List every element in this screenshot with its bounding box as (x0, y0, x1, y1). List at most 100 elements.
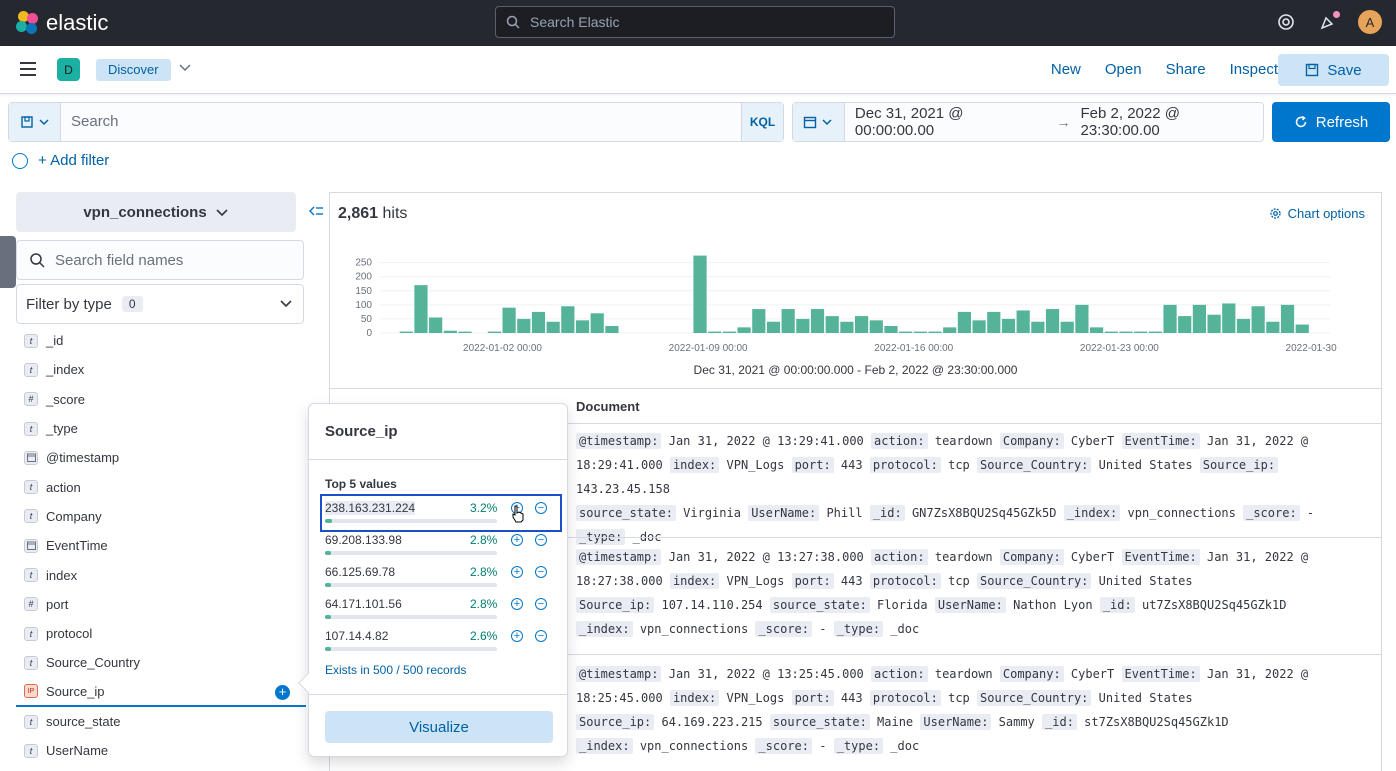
histogram-bar[interactable] (869, 320, 883, 333)
histogram-bar[interactable] (1295, 324, 1309, 333)
field-item-action[interactable]: t action (16, 472, 306, 501)
filter-by-type-button[interactable]: Filter by type 0 (16, 284, 304, 324)
histogram-bar[interactable] (1075, 304, 1089, 333)
exists-link[interactable]: Exists in 500 / 500 records (325, 663, 467, 677)
histogram-bar[interactable] (943, 327, 957, 333)
menu-toggle-icon[interactable] (20, 62, 36, 76)
histogram-bar[interactable] (855, 316, 869, 333)
histogram-bar[interactable] (1016, 310, 1030, 333)
histogram-bar[interactable] (752, 309, 766, 333)
filter-for-value-icon[interactable]: + (511, 630, 523, 642)
field-item-username[interactable]: t UserName (16, 736, 306, 765)
share-link[interactable]: Share (1165, 61, 1206, 78)
histogram-bar[interactable] (972, 320, 986, 333)
histogram-bar[interactable] (1178, 316, 1192, 333)
histogram-bar[interactable] (531, 311, 546, 333)
visualize-button[interactable]: Visualize (325, 711, 553, 743)
histogram-bar[interactable] (825, 316, 839, 333)
field-item-port[interactable]: # port (16, 590, 306, 619)
histogram-bar[interactable] (414, 285, 428, 333)
histogram-bar[interactable] (1060, 321, 1074, 333)
histogram-bar[interactable] (1163, 304, 1177, 333)
histogram-bar[interactable] (546, 321, 560, 333)
histogram-bar[interactable] (1192, 304, 1206, 333)
document-row[interactable]: @timestamp: Jan 31, 2022 @ 13:25:45.000 … (576, 662, 1376, 758)
filter-for-value-icon[interactable]: + (511, 598, 523, 610)
open-link[interactable]: Open (1104, 61, 1142, 78)
histogram-bar[interactable] (1119, 331, 1133, 333)
field-item-score[interactable]: # _score (16, 385, 306, 414)
field-search-input[interactable]: Search field names (16, 240, 304, 280)
histogram-bar[interactable] (796, 318, 810, 333)
histogram-bar[interactable] (840, 321, 854, 333)
add-filter-button[interactable]: + Add filter (38, 152, 110, 169)
histogram-bar[interactable] (1104, 331, 1118, 333)
field-item-id[interactable]: t _id (16, 326, 306, 355)
collapse-sidebar-icon[interactable] (308, 204, 324, 221)
field-item-company[interactable]: t Company (16, 502, 306, 531)
histogram-bar[interactable] (1222, 303, 1236, 333)
histogram-bar[interactable] (957, 311, 971, 333)
refresh-button[interactable]: Refresh (1272, 102, 1390, 142)
field-item-protocol[interactable]: t protocol (16, 619, 306, 648)
field-item-source-country[interactable]: t Source_Country (16, 648, 306, 677)
histogram-bar[interactable] (913, 331, 927, 333)
histogram-bar[interactable] (708, 331, 722, 333)
quick-select-button[interactable] (793, 103, 845, 141)
histogram-bar[interactable] (517, 318, 531, 333)
news-feed-icon[interactable] (1316, 10, 1340, 34)
end-date[interactable]: Feb 2, 2022 @ 23:30:00.00 (1080, 105, 1180, 139)
filter-out-value-icon[interactable]: − (535, 630, 547, 642)
histogram-bar[interactable] (1148, 331, 1162, 333)
histogram-bar[interactable] (429, 317, 443, 333)
save-button[interactable]: Save (1278, 54, 1389, 86)
saved-query-button[interactable] (9, 103, 61, 141)
filter-out-value-icon[interactable]: − (535, 534, 547, 546)
filter-for-value-icon[interactable]: + (511, 534, 523, 546)
histogram-bar[interactable] (1134, 331, 1148, 333)
chart-options-button[interactable]: Chart options (1269, 206, 1365, 221)
histogram-bar[interactable] (884, 325, 898, 333)
histogram-bar[interactable] (458, 331, 472, 333)
histogram-bar[interactable] (1001, 318, 1016, 333)
field-item-index[interactable]: t _index (16, 355, 306, 384)
add-field-icon[interactable]: + (275, 684, 290, 700)
sidebar-resize-handle[interactable] (0, 236, 16, 288)
global-search-input[interactable]: Search Elastic (495, 6, 895, 38)
histogram-bar[interactable] (781, 309, 795, 333)
histogram-bar[interactable] (1207, 314, 1221, 333)
histogram-bar[interactable] (502, 307, 516, 333)
field-item-source-state[interactable]: t source_state (16, 707, 306, 736)
histogram-bar[interactable] (487, 331, 501, 333)
filter-options-icon[interactable] (12, 152, 28, 169)
query-input[interactable]: Search (61, 103, 741, 141)
field-item-timestamp[interactable]: @timestamp (16, 443, 306, 472)
histogram-bar[interactable] (575, 320, 590, 333)
histogram-bar[interactable] (737, 327, 751, 333)
start-date[interactable]: Dec 31, 2021 @ 00:00:00.00 (854, 105, 964, 139)
inspect-link[interactable]: Inspect (1229, 61, 1278, 78)
histogram-bar[interactable] (693, 255, 707, 333)
histogram-bar[interactable] (722, 331, 736, 333)
elastic-logo[interactable]: elastic (16, 10, 108, 36)
field-item-index[interactable]: t index (16, 560, 306, 589)
help-icon[interactable] (1274, 10, 1298, 34)
filter-out-value-icon[interactable]: − (535, 566, 547, 578)
histogram-bar[interactable] (766, 321, 781, 333)
histogram-bar[interactable] (590, 313, 604, 333)
filter-out-value-icon[interactable]: − (535, 502, 547, 514)
filter-out-value-icon[interactable]: − (535, 598, 547, 610)
histogram-bar[interactable] (1031, 321, 1045, 333)
histogram-chart[interactable]: 0 50 100 150 200 250 2022-01-02 00:00 2022-01-0… (340, 251, 1340, 356)
histogram-bar[interactable] (443, 330, 457, 333)
histogram-bar[interactable] (1266, 321, 1280, 333)
histogram-bar[interactable] (1236, 318, 1251, 333)
index-pattern-selector[interactable]: vpn_connections (16, 192, 296, 232)
histogram-bar[interactable] (1090, 327, 1104, 333)
histogram-bar[interactable] (987, 311, 1001, 333)
histogram-bar[interactable] (605, 325, 619, 333)
histogram-bar[interactable] (561, 306, 575, 333)
breadcrumb-discover[interactable]: Discover (96, 59, 171, 81)
new-link[interactable]: New (1050, 61, 1081, 78)
space-avatar[interactable]: D (57, 58, 80, 81)
